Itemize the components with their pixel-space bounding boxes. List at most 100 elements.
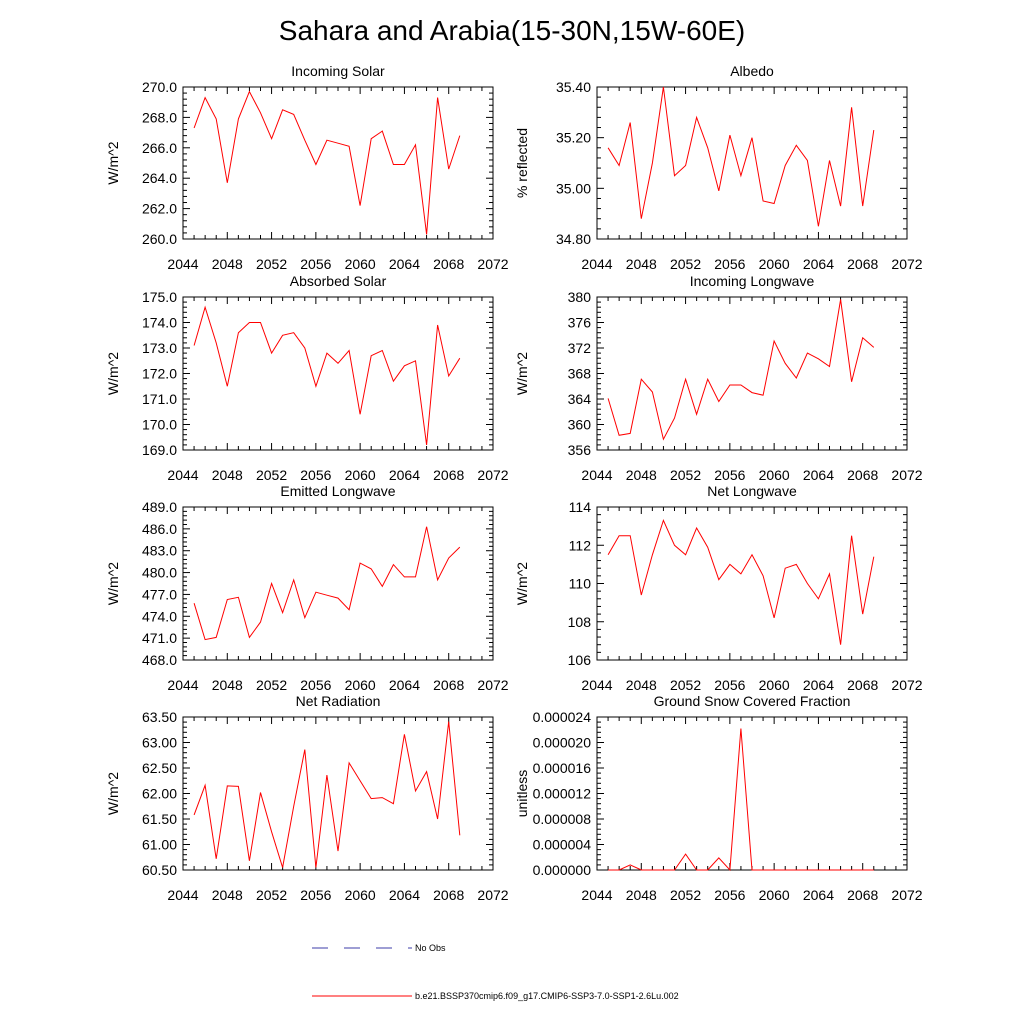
panel-3: 2044 2048 2052 2056 2060 2064 2068 2072 169.0 170… (105, 273, 509, 483)
y-tick-label: 264.0 (142, 170, 177, 186)
y-tick-label: 35.00 (556, 180, 591, 196)
y-tick-label: 468.0 (142, 652, 177, 668)
x-tick-label: 2064 (803, 677, 834, 693)
y-axis-label: W/m^2 (105, 141, 121, 184)
x-tick-label: 2052 (256, 256, 287, 272)
y-tick-label: 489.0 (142, 499, 177, 515)
y-axis-label: unitless (514, 770, 530, 817)
x-tick-label: 2068 (433, 677, 464, 693)
x-tick-label: 2060 (759, 677, 790, 693)
plot-frame (596, 86, 908, 240)
y-tick-label: 169.0 (142, 442, 177, 458)
y-tick-label: 270.0 (142, 79, 177, 95)
panel-title: Absorbed Solar (290, 273, 387, 289)
series-line (607, 86, 875, 227)
series-line (193, 526, 461, 641)
y-tick-label: 34.80 (556, 231, 591, 247)
y-tick-label: 0.000012 (533, 786, 592, 802)
panel-title: Incoming Longwave (690, 273, 815, 289)
y-tick-label: 364 (568, 391, 592, 407)
y-tick-label: 62.00 (142, 786, 177, 802)
y-tick-label: 60.50 (142, 862, 177, 878)
y-axis-label: % reflected (514, 128, 530, 198)
panel-4: 2044 2048 2052 2056 2060 2064 2068 2072 356 360 36… (514, 273, 923, 483)
y-tick-label: 477.0 (142, 586, 177, 602)
panel-7: 2044 2048 2052 2056 2060 2064 2068 2072 60.50 61.… (105, 693, 509, 903)
y-tick-label: 0.000000 (533, 862, 592, 878)
y-tick-label: 260.0 (142, 231, 177, 247)
panel-6: 2044 2048 2052 2056 2060 2064 2068 2072 106 108 11… (514, 483, 923, 693)
x-tick-label: 2056 (300, 887, 331, 903)
y-tick-label: 172.0 (142, 366, 177, 382)
series-line (607, 518, 875, 645)
y-tick-label: 483.0 (142, 543, 177, 559)
y-tick-label: 372 (568, 340, 592, 356)
x-tick-label: 2048 (626, 467, 657, 483)
x-tick-label: 2064 (389, 677, 420, 693)
x-tick-label: 2048 (212, 677, 243, 693)
y-tick-label: 173.0 (142, 340, 177, 356)
y-tick-label: 380 (568, 289, 592, 305)
panel-2: 2044 2048 2052 2056 2060 2064 2068 2072 34.80 35.… (514, 63, 923, 272)
x-tick-label: 2044 (581, 256, 612, 272)
x-tick-label: 2048 (626, 256, 657, 272)
y-axis-label: W/m^2 (514, 562, 530, 605)
y-tick-label: 376 (568, 315, 592, 331)
y-tick-label: 61.50 (142, 811, 177, 827)
x-tick-label: 2048 (212, 467, 243, 483)
x-tick-label: 2060 (345, 467, 376, 483)
x-tick-label: 2072 (477, 467, 508, 483)
series-line (607, 299, 875, 441)
x-tick-label: 2056 (714, 467, 745, 483)
y-tick-label: 175.0 (142, 289, 177, 305)
y-tick-label: 63.00 (142, 735, 177, 751)
x-tick-label: 2068 (847, 887, 878, 903)
y-tick-label: 106 (568, 652, 592, 668)
panel-title: Emitted Longwave (280, 483, 395, 499)
x-tick-label: 2044 (581, 467, 612, 483)
x-tick-label: 2044 (167, 467, 198, 483)
x-tick-label: 2044 (167, 887, 198, 903)
legend: No Obs b.e21.BSSP370cmip6.f09_g17.CMIP6-… (312, 943, 679, 1001)
y-tick-label: 0.000016 (533, 760, 592, 776)
y-tick-label: 35.20 (556, 130, 591, 146)
x-tick-label: 2068 (847, 256, 878, 272)
y-tick-label: 110 (569, 576, 592, 592)
x-tick-label: 2044 (581, 887, 612, 903)
panel-title: Albedo (730, 63, 774, 79)
x-tick-label: 2072 (891, 256, 922, 272)
panel-5: 2044 2048 2052 2056 2060 2064 2068 2072 468.0 471… (105, 483, 509, 693)
series-line (193, 90, 461, 235)
y-tick-label: 0.000004 (533, 837, 592, 853)
x-tick-label: 2064 (389, 467, 420, 483)
x-tick-label: 2060 (345, 256, 376, 272)
figure-title: Sahara and Arabia(15-30N,15W-60E) (279, 15, 745, 46)
x-tick-label: 2064 (803, 467, 834, 483)
x-tick-label: 2072 (477, 887, 508, 903)
y-tick-label: 174.0 (142, 315, 177, 331)
y-axis-label: W/m^2 (105, 562, 121, 605)
panels: 2044 2048 2052 2056 2060 2064 2068 2072 260.0 262… (105, 63, 923, 903)
y-tick-label: 35.40 (556, 79, 591, 95)
y-tick-label: 171.0 (142, 391, 177, 407)
x-tick-label: 2044 (167, 677, 198, 693)
y-tick-label: 170.0 (142, 417, 177, 433)
y-tick-label: 63.50 (142, 709, 177, 725)
x-tick-label: 2064 (803, 256, 834, 272)
plot-frame (596, 296, 908, 451)
y-tick-label: 0.000020 (533, 735, 592, 751)
panel-title: Net Radiation (296, 693, 381, 709)
y-tick-label: 480.0 (142, 565, 177, 581)
series-line (193, 305, 461, 445)
y-tick-label: 360 (568, 417, 592, 433)
panel-title: Net Longwave (707, 483, 797, 499)
panel-title: Incoming Solar (291, 63, 385, 79)
legend-obs-label: No Obs (415, 943, 446, 953)
y-axis-label: W/m^2 (105, 352, 121, 395)
y-tick-label: 112 (569, 537, 592, 553)
x-tick-label: 2068 (433, 887, 464, 903)
y-tick-label: 0.000008 (533, 811, 592, 827)
y-tick-label: 486.0 (142, 521, 177, 537)
x-tick-label: 2068 (847, 467, 878, 483)
